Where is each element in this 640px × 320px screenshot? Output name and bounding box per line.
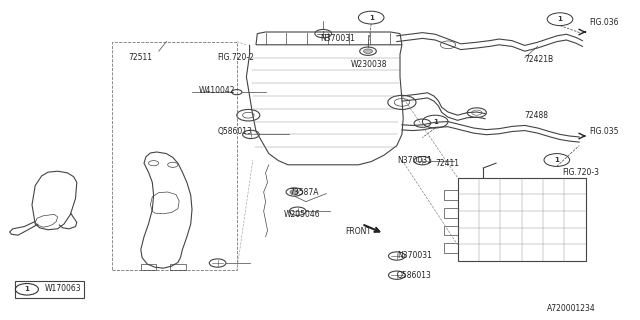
Text: A720001234: A720001234 xyxy=(547,304,596,313)
Text: N370031: N370031 xyxy=(397,156,431,164)
Text: N370031: N370031 xyxy=(320,34,355,43)
Bar xyxy=(15,281,84,298)
Text: 72421B: 72421B xyxy=(525,55,554,64)
Text: 1: 1 xyxy=(557,16,563,22)
Text: W205046: W205046 xyxy=(284,210,321,219)
Text: FIG.036: FIG.036 xyxy=(589,18,618,27)
Text: FIG.720-3: FIG.720-3 xyxy=(562,168,599,177)
Bar xyxy=(444,190,458,200)
Text: 1: 1 xyxy=(433,119,438,124)
Text: FIG.035: FIG.035 xyxy=(589,127,618,136)
Text: W410042: W410042 xyxy=(198,86,235,95)
Bar xyxy=(444,243,458,253)
Bar xyxy=(112,42,237,270)
Text: Q586013: Q586013 xyxy=(218,127,252,136)
Bar xyxy=(444,226,458,235)
Text: Q586013: Q586013 xyxy=(397,271,431,280)
Text: 1: 1 xyxy=(24,286,29,292)
Text: 72411: 72411 xyxy=(435,159,460,168)
Text: 1: 1 xyxy=(369,15,374,20)
Text: W230038: W230038 xyxy=(351,60,387,68)
Text: 1: 1 xyxy=(554,157,559,163)
Bar xyxy=(458,178,586,261)
Text: W170063: W170063 xyxy=(45,284,81,293)
Bar xyxy=(444,208,458,218)
Text: FRONT: FRONT xyxy=(346,227,372,236)
Text: 72511: 72511 xyxy=(128,53,152,62)
Circle shape xyxy=(364,49,372,53)
Text: 73587A: 73587A xyxy=(289,188,319,197)
Text: 72488: 72488 xyxy=(525,111,548,120)
Circle shape xyxy=(290,190,299,194)
Text: FIG.720-2: FIG.720-2 xyxy=(218,53,255,62)
Text: N370031: N370031 xyxy=(397,252,431,260)
